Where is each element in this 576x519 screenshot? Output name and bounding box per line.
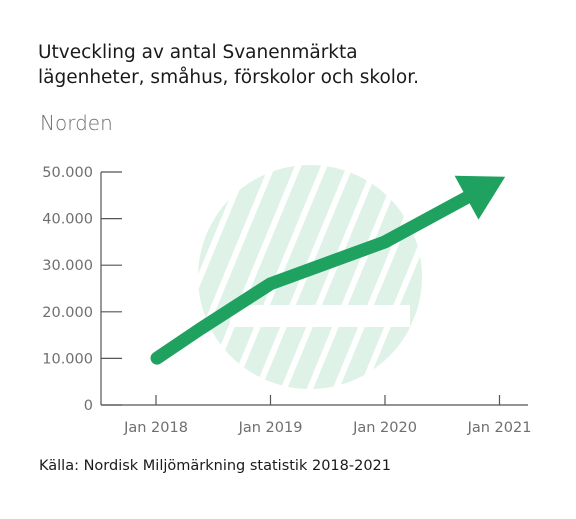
watermark-stripe [466,130,576,420]
chart-subtitle: Norden [40,111,113,135]
chart-title: Utveckling av antal Svanenmärkta lägenhe… [38,40,538,90]
watermark-stripe [518,130,576,420]
y-tick-label: 30.000 [42,258,93,274]
y-tick-label: 0 [84,398,93,414]
y-axis-ticks: 0 10.000 20.000 30.000 40.000 50.000 [42,165,122,414]
watermark-gap [230,305,410,327]
watermark-stripe [198,165,283,389]
y-tick-label: 10.000 [42,351,93,367]
watermark-stripe [327,165,422,389]
watermark-stripe [249,165,387,389]
series-arrowhead [454,175,506,220]
y-tick-label: 40.000 [42,212,93,228]
source-note: Källa: Nordisk Miljömärkning statistik 2… [39,458,392,474]
watermark-stripe [198,165,257,389]
watermark-stripe [379,165,422,389]
x-tick-label: Jan 2021 [467,420,532,436]
watermark-stripe [440,130,560,420]
chart-title-line-1: Utveckling av antal Svanenmärkta [38,42,358,63]
watermark-stripe [198,165,205,389]
x-tick-label: Jan 2018 [123,420,188,436]
x-axis-ticks: Jan 2018 Jan 2019 Jan 2020 Jan 2021 [123,395,531,436]
chart-title-line-2: lägenheter, småhus, förskolor och skolor… [38,67,420,88]
y-tick-label: 20.000 [42,305,93,321]
series-line-path [150,188,479,365]
x-tick-label: Jan 2019 [238,420,303,436]
watermark-stripe [198,165,231,389]
watermark-stripe [353,165,422,389]
y-tick-label: 50.000 [42,165,93,181]
series-line [150,175,506,365]
watermark-stripe [492,130,576,420]
watermark-stripe [405,165,422,389]
x-tick-label: Jan 2020 [352,420,417,436]
axes [100,172,528,406]
